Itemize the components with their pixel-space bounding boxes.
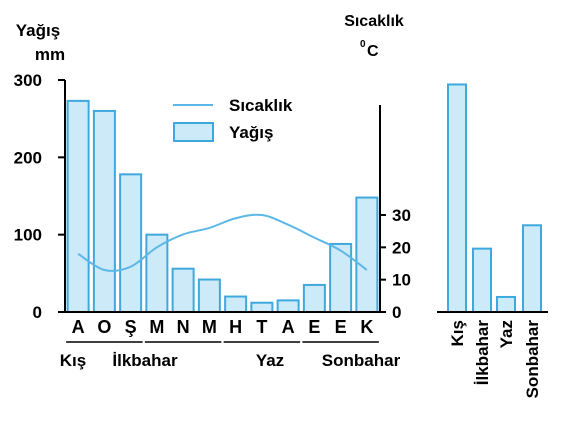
y2-tick-label: 30 bbox=[392, 206, 411, 225]
y2-axis-unit-degree: 0 bbox=[360, 39, 366, 50]
seasonal-x-label: Yaz bbox=[497, 320, 516, 348]
precip-bar bbox=[171, 267, 195, 313]
month-label: K bbox=[360, 317, 373, 337]
month-label: E bbox=[308, 317, 320, 337]
month-label: H bbox=[229, 317, 242, 337]
month-label: Ş bbox=[125, 317, 137, 337]
precip-bars bbox=[66, 99, 379, 314]
season-label: Yaz bbox=[256, 351, 284, 370]
y-ticks-left: 0 100 200 300 bbox=[14, 71, 65, 322]
month-label: E bbox=[335, 317, 347, 337]
season-label: Sonbahar bbox=[322, 351, 401, 370]
seasonal-bars bbox=[447, 83, 542, 314]
precip-bar bbox=[119, 173, 143, 313]
seasonal-x-label: İlkbahar bbox=[473, 320, 492, 386]
seasonal-x-label: Sonbahar bbox=[523, 320, 542, 399]
precip-bar bbox=[197, 278, 221, 313]
y-tick-label: 300 bbox=[14, 71, 42, 90]
precip-bar bbox=[329, 242, 353, 314]
y-tick-label: 200 bbox=[14, 148, 42, 167]
month-label: M bbox=[202, 317, 217, 337]
month-label: A bbox=[72, 317, 85, 337]
precip-bar bbox=[66, 99, 90, 313]
season-label: İlkbahar bbox=[112, 351, 178, 370]
y-tick-label: 0 bbox=[33, 303, 42, 322]
legend-bar-label: Yağış bbox=[229, 123, 273, 142]
season-labels: Kış İlkbahar Yaz Sonbahar bbox=[60, 341, 401, 370]
y-axis-label-line2: mm bbox=[35, 45, 65, 64]
seasonal-x-label: Kış bbox=[448, 320, 467, 346]
y2-tick-label: 20 bbox=[392, 238, 411, 257]
y2-axis-unit: C bbox=[367, 43, 379, 60]
month-label: A bbox=[282, 317, 295, 337]
y2-axis-label-line1: Sıcaklık bbox=[344, 13, 404, 30]
precip-bar bbox=[250, 301, 274, 314]
y-ticks-right: 0 10 20 30 bbox=[380, 206, 411, 322]
precip-bar bbox=[355, 196, 379, 313]
y2-tick-label: 10 bbox=[392, 271, 411, 290]
y-tick-label: 100 bbox=[14, 226, 42, 245]
precip-bar bbox=[224, 295, 248, 313]
month-label: M bbox=[149, 317, 164, 337]
month-label: T bbox=[256, 317, 267, 337]
seasonal-bar bbox=[447, 83, 467, 314]
legend-bar-swatch bbox=[173, 122, 214, 142]
seasonal-bar bbox=[522, 224, 542, 313]
season-label: Kış bbox=[60, 351, 86, 370]
temperature-line bbox=[77, 213, 368, 272]
seasonal-x-labels: Kış İlkbahar Yaz Sonbahar bbox=[448, 320, 542, 399]
seasonal-bar bbox=[472, 247, 492, 313]
y2-tick-label: 0 bbox=[392, 303, 401, 322]
month-label: O bbox=[97, 317, 111, 337]
precip-bar bbox=[276, 299, 300, 313]
month-label: N bbox=[177, 317, 190, 337]
legend-line-label: Sıcaklık bbox=[229, 96, 293, 115]
y-axis-label-line1: Yağış bbox=[16, 21, 60, 40]
precip-bar bbox=[92, 109, 116, 313]
seasonal-bar bbox=[496, 295, 516, 313]
precip-bar bbox=[302, 283, 326, 313]
